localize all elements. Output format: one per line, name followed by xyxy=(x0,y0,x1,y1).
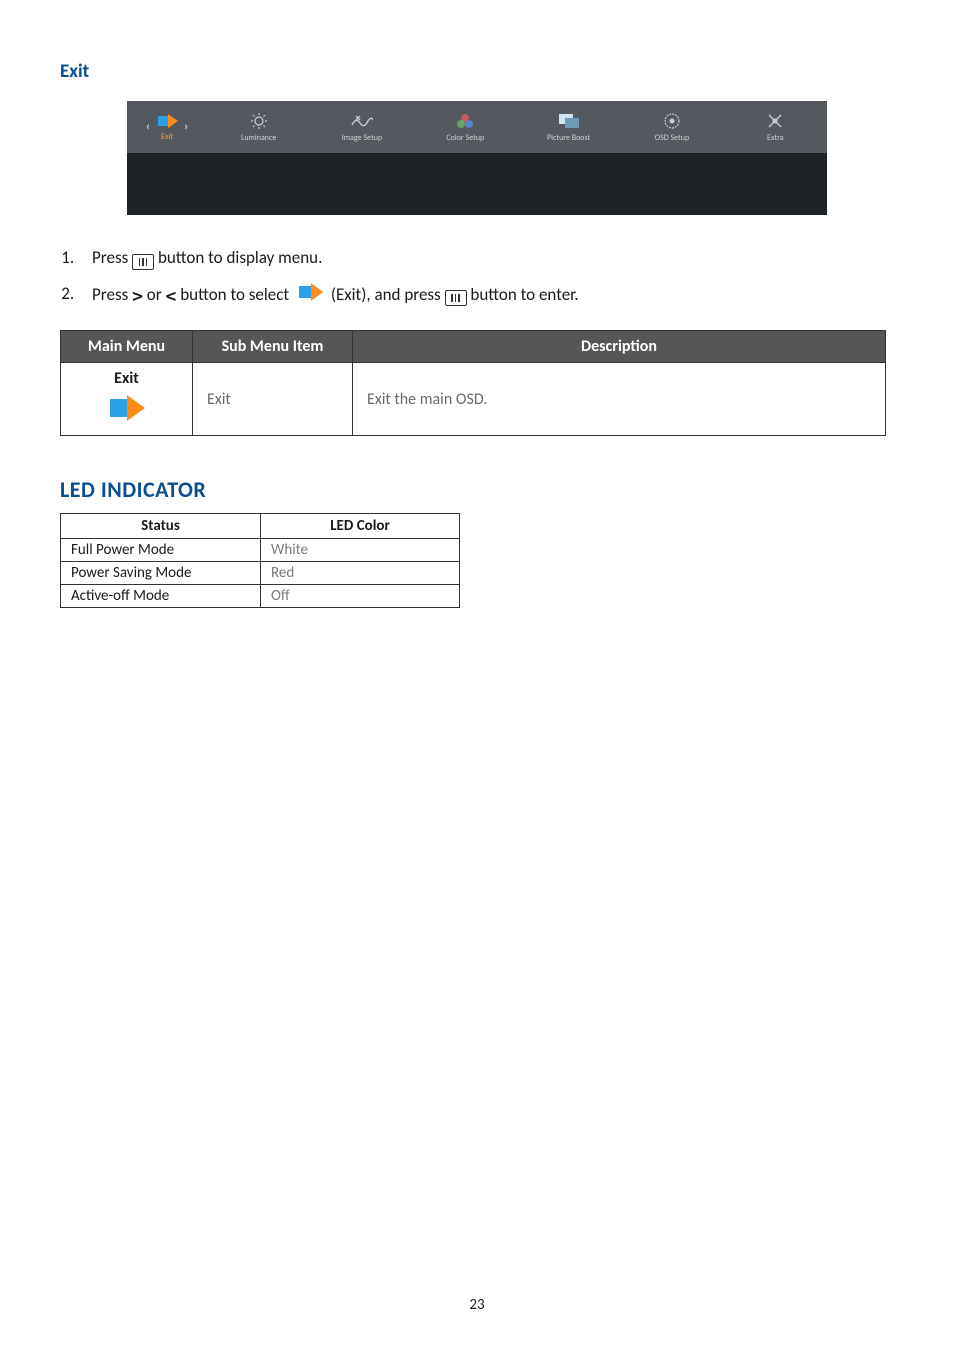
menu-button-icon xyxy=(445,290,467,306)
extra-icon xyxy=(764,112,786,130)
table-row: Active-off Mode Off xyxy=(61,585,460,608)
osd-tab-label: OSD Setup xyxy=(655,133,689,143)
led-indicator-table: Status LED Color Full Power Mode White P… xyxy=(60,513,460,608)
text: Press xyxy=(92,283,132,304)
table-header-description: Description xyxy=(353,331,886,363)
chevron-left-icon: ‹ xyxy=(146,120,150,134)
page-number: 23 xyxy=(0,1296,954,1314)
table-header-status: Status xyxy=(61,514,261,539)
osd-tab-label: Extra xyxy=(767,133,784,143)
osd-tab-label: Image Setup xyxy=(342,133,382,143)
picture-boost-icon xyxy=(558,112,580,130)
exit-arrow-icon xyxy=(156,112,178,130)
cell-status: Full Power Mode xyxy=(61,539,261,562)
osd-tab-label: Exit xyxy=(161,132,173,142)
cell-status: Power Saving Mode xyxy=(61,562,261,585)
chevron-right-icon: › xyxy=(184,120,188,134)
cell-description: Exit the main OSD. xyxy=(353,363,886,436)
osd-tab-osd-setup: OSD Setup xyxy=(620,101,723,153)
osd-body xyxy=(127,153,827,215)
image-setup-icon xyxy=(351,112,373,130)
greater-than-icon: > xyxy=(132,285,143,306)
text: Press xyxy=(92,247,132,268)
instruction-step-1: Press button to display menu. xyxy=(78,245,894,271)
less-than-icon: < xyxy=(166,285,177,306)
text: button to enter. xyxy=(470,283,578,304)
cell-main-menu-exit: Exit xyxy=(61,363,193,436)
table-header-led-color: LED Color xyxy=(261,514,460,539)
color-setup-icon xyxy=(454,112,476,130)
osd-tab-exit: ‹ Exit › xyxy=(127,101,207,153)
exit-arrow-icon xyxy=(297,281,323,311)
osd-tab-color-setup: Color Setup xyxy=(414,101,517,153)
text: (Exit), and press xyxy=(331,283,445,304)
osd-tab-luminance: Luminance xyxy=(207,101,310,153)
osd-setup-icon xyxy=(661,112,683,130)
cell-status: Active-off Mode xyxy=(61,585,261,608)
main-menu-label: Exit xyxy=(67,369,186,388)
table-row: Full Power Mode White xyxy=(61,539,460,562)
text: button to select xyxy=(180,283,293,304)
cell-led-color: Red xyxy=(261,562,460,585)
osd-tabs-row: ‹ Exit › xyxy=(127,101,827,153)
section-heading-exit: Exit xyxy=(60,60,894,83)
instruction-step-2: Press > or < button to select (Exit), an… xyxy=(78,281,894,311)
cell-led-color: Off xyxy=(261,585,460,608)
section-heading-led-indicator: LED INDICATOR xyxy=(60,476,894,503)
menu-button-icon xyxy=(132,254,154,270)
table-row: Exit Exit Exit the main OSD. xyxy=(61,363,886,436)
cell-sub-menu: Exit xyxy=(193,363,353,436)
text: button to display menu. xyxy=(158,247,322,268)
osd-tab-label: Luminance xyxy=(241,133,276,143)
exit-arrow-icon xyxy=(67,392,186,429)
exit-description-table: Main Menu Sub Menu Item Description Exit… xyxy=(60,330,886,436)
osd-menu-bar: ‹ Exit › xyxy=(127,101,827,215)
instructions-list: Press button to display menu. Press > or… xyxy=(60,245,894,310)
osd-tab-extra: Extra xyxy=(724,101,827,153)
text: or xyxy=(147,283,166,304)
table-header-main-menu: Main Menu xyxy=(61,331,193,363)
osd-tab-picture-boost: Picture Boost xyxy=(517,101,620,153)
osd-tab-label: Color Setup xyxy=(446,133,484,143)
table-row: Power Saving Mode Red xyxy=(61,562,460,585)
osd-tab-label: Picture Boost xyxy=(547,133,590,143)
table-header-sub-menu: Sub Menu Item xyxy=(193,331,353,363)
osd-tab-image-setup: Image Setup xyxy=(310,101,413,153)
luminance-icon xyxy=(248,112,270,130)
cell-led-color: White xyxy=(261,539,460,562)
